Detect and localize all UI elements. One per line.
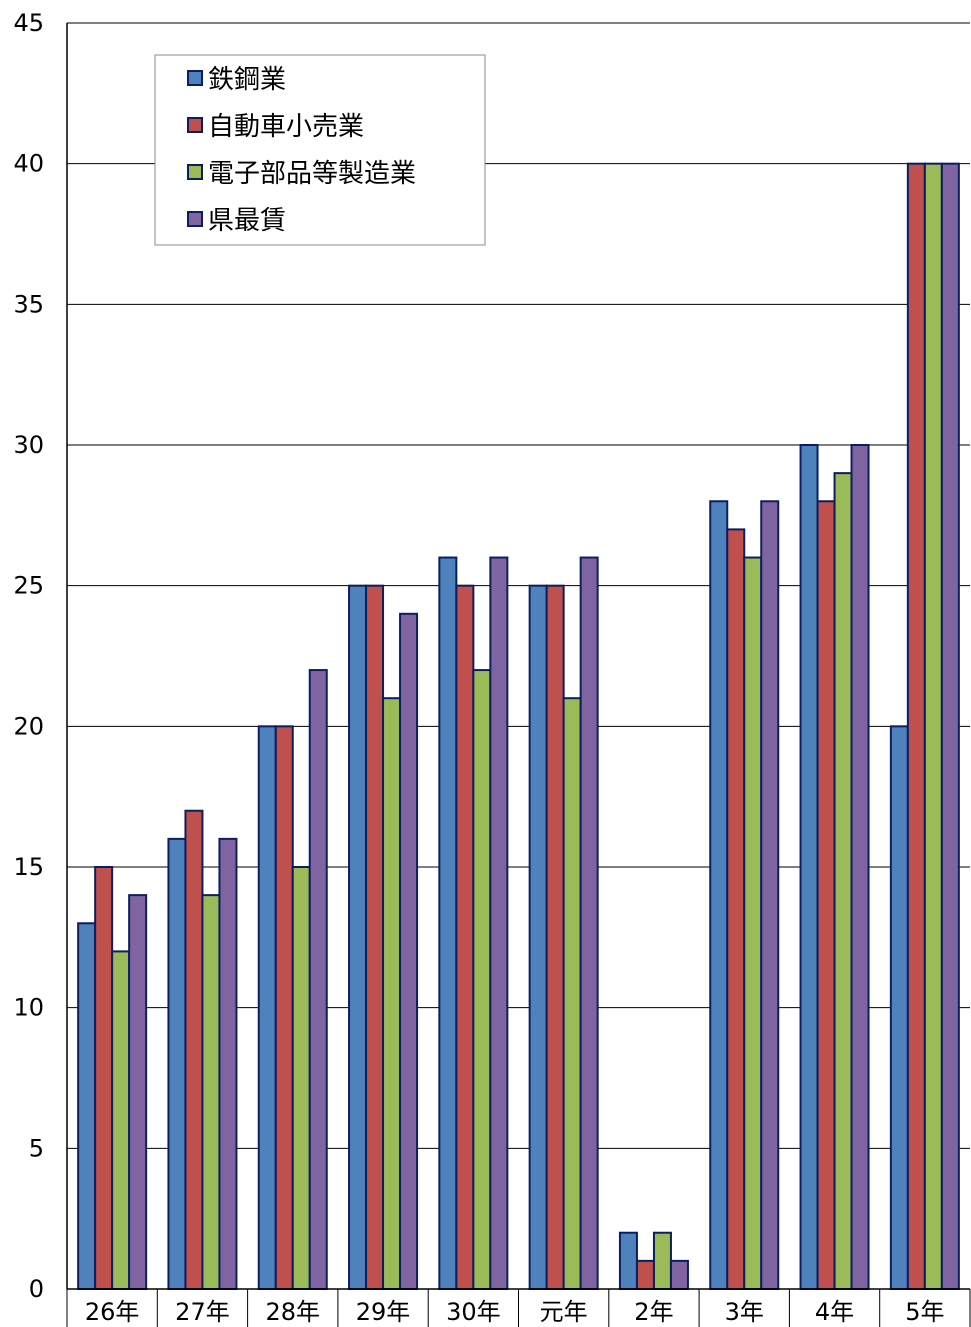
legend-box xyxy=(154,54,486,246)
bar-1-元年 xyxy=(528,584,548,1290)
bar-2-3年 xyxy=(726,528,746,1290)
x-tick-label-8: 3年 xyxy=(725,1298,764,1326)
bar-2-27年 xyxy=(184,809,204,1290)
bar-3-5年 xyxy=(923,162,943,1291)
bars xyxy=(77,162,960,1291)
legend-swatch-1 xyxy=(187,70,203,86)
y-axis-tick-labels: 0 5 10 15 20 25 30 35 40 45 xyxy=(13,9,44,1303)
x-tick-label-3: 28年 xyxy=(265,1298,320,1326)
bar-1-30年 xyxy=(438,556,458,1290)
bar-4-3年 xyxy=(760,500,780,1290)
bar-3-29年 xyxy=(382,697,402,1290)
y-tick-label-25: 25 xyxy=(13,572,44,600)
bar-2-2年 xyxy=(635,1259,655,1291)
y-tick-label-10: 10 xyxy=(13,994,44,1022)
y-tick-label-35: 35 xyxy=(13,290,44,318)
y-tick-label-20: 20 xyxy=(13,712,44,740)
bar-1-4年 xyxy=(799,444,819,1290)
bar-3-2年 xyxy=(652,1231,672,1290)
bar-2-29年 xyxy=(365,584,385,1290)
legend-label-3: 電子部品等製造業 xyxy=(208,159,416,189)
bar-4-元年 xyxy=(579,556,599,1290)
y-tick-label-0: 0 xyxy=(29,1275,44,1303)
bar-2-4年 xyxy=(816,500,836,1290)
y-tick-label-5: 5 xyxy=(29,1134,44,1162)
bar-3-4年 xyxy=(833,472,853,1290)
bar-4-27年 xyxy=(218,837,238,1290)
bar-4-29年 xyxy=(399,612,419,1290)
bar-1-2年 xyxy=(618,1231,638,1290)
x-tick-label-4: 29年 xyxy=(356,1298,411,1326)
bar-2-28年 xyxy=(274,725,294,1290)
bar-1-3年 xyxy=(709,500,729,1290)
legend-swatch-4 xyxy=(187,211,203,227)
legend-label-4: 県最賃 xyxy=(208,206,286,236)
bar-4-26年 xyxy=(128,894,148,1291)
legend-label-1: 鉄鋼業 xyxy=(208,65,286,95)
legend-swatch-3 xyxy=(187,164,203,180)
bar-1-27年 xyxy=(167,837,187,1290)
bar-2-26年 xyxy=(94,866,114,1290)
y-tick-label-45: 45 xyxy=(13,9,44,37)
bar-4-5年 xyxy=(940,162,960,1291)
bar-4-2年 xyxy=(669,1259,689,1291)
bar-3-3年 xyxy=(743,556,763,1290)
y-tick-label-40: 40 xyxy=(13,150,44,178)
axes xyxy=(66,23,971,1327)
bar-4-30年 xyxy=(489,556,509,1290)
y-tick-label-30: 30 xyxy=(13,431,44,459)
bar-1-26年 xyxy=(77,922,97,1290)
bar-1-5年 xyxy=(889,725,909,1290)
bar-2-元年 xyxy=(545,584,565,1290)
x-tick-label-10: 5年 xyxy=(905,1298,944,1326)
bar-3-元年 xyxy=(562,697,582,1290)
legend-swatch-2 xyxy=(187,117,203,133)
bar-4-28年 xyxy=(308,669,328,1290)
y-tick-label-15: 15 xyxy=(13,853,44,881)
bar-2-5年 xyxy=(906,162,926,1291)
x-tick-label-1: 26年 xyxy=(85,1298,140,1326)
x-tick-label-9: 4年 xyxy=(815,1298,854,1326)
bar-1-28年 xyxy=(257,725,277,1290)
bar-3-28年 xyxy=(291,866,311,1290)
x-tick-label-7: 2年 xyxy=(634,1298,673,1326)
bar-1-29年 xyxy=(348,584,368,1290)
bar-3-26年 xyxy=(111,950,131,1291)
legend-label-2: 自動車小売業 xyxy=(208,112,364,142)
x-axis-tick-labels: 26年 27年 28年 29年 30年 元年 2年 3年 4年 5年 xyxy=(85,1298,945,1326)
bar-2-30年 xyxy=(455,584,475,1290)
x-tick-label-2: 27年 xyxy=(175,1298,230,1326)
bar-3-30年 xyxy=(472,669,492,1290)
bar-3-27年 xyxy=(201,894,221,1291)
x-tick-label-5: 30年 xyxy=(446,1298,501,1326)
x-tick-label-6: 元年 xyxy=(540,1298,588,1326)
bar-4-4年 xyxy=(850,444,870,1290)
